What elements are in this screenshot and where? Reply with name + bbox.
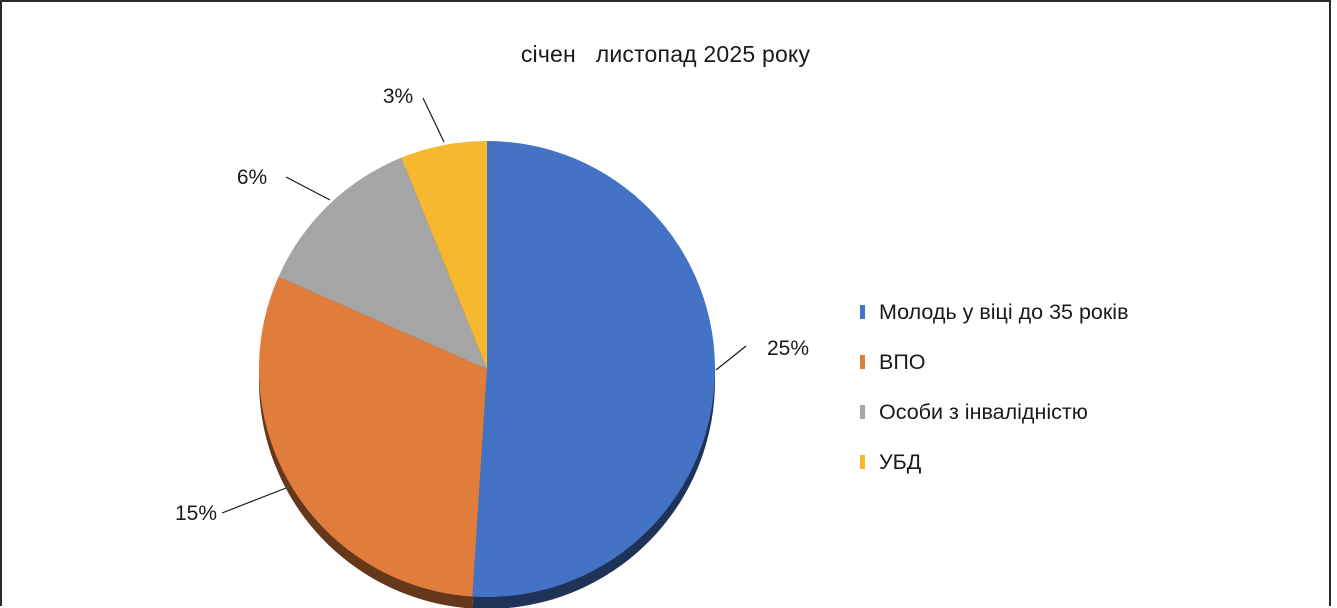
legend-swatch <box>860 305 865 319</box>
legend-item-disability: Особи з інвалідністю <box>860 387 1129 437</box>
pie-data-labels: 25% 15% 6% 3% <box>175 85 809 525</box>
legend-swatch <box>860 355 865 369</box>
legend-item-youth: Молодь у віці до 35 років <box>860 287 1129 337</box>
legend-swatch <box>860 405 865 419</box>
data-label-3: 6% <box>237 166 267 189</box>
legend-swatch <box>860 455 865 469</box>
leader-line-3 <box>285 176 331 201</box>
data-label-2: 15% <box>175 502 217 525</box>
legend-label: ВПО <box>879 349 926 374</box>
legend-item-idp: ВПО <box>860 337 1129 387</box>
leader-line-1 <box>715 345 747 371</box>
pie-slice-3 <box>278 157 487 369</box>
legend-label: Особи з інвалідністю <box>879 399 1088 424</box>
legend-label: Молодь у віці до 35 років <box>879 299 1129 324</box>
legend-item-veterans: УБД <box>860 437 1129 487</box>
chart-legend: Молодь у віці до 35 років ВПО Особи з ін… <box>860 287 1129 487</box>
pie-leader-lines <box>221 97 747 514</box>
leader-line-2 <box>221 487 287 514</box>
pie-slice-4 <box>401 141 487 369</box>
leader-line-4 <box>422 97 445 143</box>
pie-slice-1 <box>472 140 716 597</box>
pie-slice-2 <box>259 276 487 597</box>
data-label-4: 3% <box>383 85 413 108</box>
pie-slices <box>259 140 716 597</box>
chart-title: січен листопад 2025 року <box>520 41 811 67</box>
legend-label: УБД <box>879 449 922 474</box>
data-label-1: 25% <box>767 337 809 360</box>
